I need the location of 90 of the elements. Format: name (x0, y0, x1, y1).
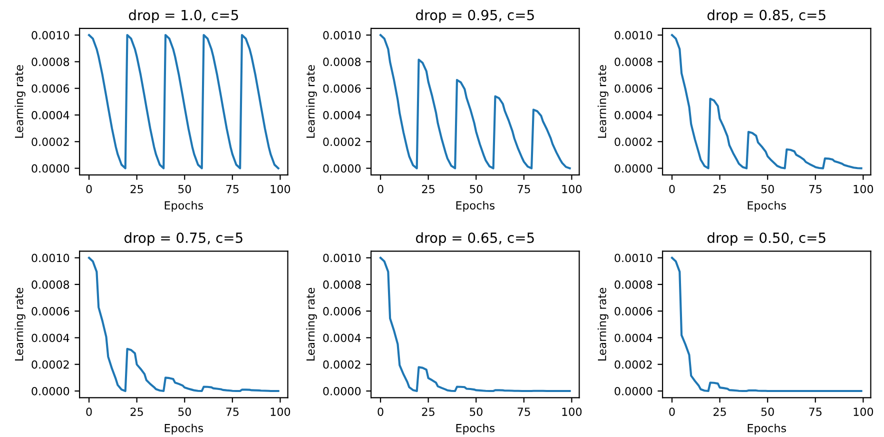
y-tick-label: 0.0000 (32, 386, 70, 396)
y-axis-title: Learning rate (14, 288, 26, 360)
y-tick-label: 0.0008 (323, 58, 361, 66)
x-tick-label: 50 (178, 408, 191, 416)
y-axis-title: Learning rate (306, 65, 317, 138)
x-tick-label: 25 (422, 408, 434, 416)
line-series (88, 256, 280, 392)
y-tick-label: 0.0006 (32, 307, 70, 316)
line-series (379, 34, 571, 170)
x-tick-label: 100 (854, 184, 874, 194)
x-tick-label: 0 (669, 408, 675, 416)
y-tick-label: 0.0006 (323, 84, 361, 93)
y-tick-label: 0.0008 (32, 280, 70, 289)
y-tick-label: 0.0002 (323, 360, 360, 369)
x-tick-label: 25 (714, 184, 726, 194)
y-tick-label: 0.0006 (614, 84, 652, 93)
x-tick-label: 50 (761, 184, 774, 194)
chart-title: drop = 0.75, c=5 (124, 232, 242, 246)
chart-title: drop = 1.0, c=5 (128, 10, 238, 23)
x-tick-label: 25 (130, 408, 143, 416)
y-tick-label: 0.0010 (614, 31, 652, 40)
line-series (670, 256, 862, 392)
y-tick-label: 0.0002 (32, 138, 69, 146)
y-tick-label: 0.0000 (614, 386, 652, 396)
y-axis-title: Learning rate (14, 65, 26, 138)
x-tick-label: 50 (470, 408, 482, 416)
y-tick-label: 0.0004 (323, 334, 361, 342)
x-tick-label: 100 (270, 184, 290, 194)
y-tick-label: 0.0010 (32, 254, 70, 262)
y-tick-label: 0.0002 (323, 138, 360, 146)
line-series (670, 34, 862, 170)
y-tick-label: 0.0008 (323, 280, 361, 289)
chart-title: drop = 0.85, c=5 (707, 10, 826, 23)
x-tick-label: 75 (226, 185, 239, 194)
x-tick-label: 0 (86, 408, 92, 416)
y-tick-label: 0.0004 (614, 110, 652, 120)
x-tick-label: 25 (422, 184, 434, 194)
x-tick-label: 0 (378, 408, 384, 416)
x-tick-label: 75 (809, 408, 822, 416)
y-tick-label: 0.0004 (32, 334, 70, 342)
y-tick-label: 0.0000 (323, 386, 361, 396)
x-axis-title: Epochs (164, 424, 204, 434)
y-tick-label: 0.0008 (32, 58, 70, 66)
x-axis-title: Epochs (748, 200, 786, 212)
x-tick-label: 0 (86, 184, 92, 194)
x-tick-label: 25 (714, 408, 726, 416)
x-tick-label: 75 (226, 408, 239, 416)
chart-title: drop = 0.95, c=5 (416, 10, 534, 23)
y-axis-title: Learning rate (598, 65, 608, 138)
chart-title: drop = 0.65, c=5 (416, 232, 534, 246)
y-tick-label: 0.0000 (32, 164, 70, 173)
x-tick-label: 100 (562, 184, 582, 194)
x-tick-label: 50 (761, 408, 774, 416)
x-tick-label: 100 (562, 408, 582, 416)
y-tick-label: 0.0000 (614, 164, 652, 173)
y-tick-label: 0.0000 (323, 164, 361, 173)
y-tick-label: 0.0004 (614, 334, 652, 342)
y-tick-label: 0.0002 (614, 138, 652, 146)
x-tick-label: 75 (518, 408, 530, 416)
y-tick-label: 0.0010 (614, 254, 652, 262)
x-axis-title: Epochs (164, 200, 204, 212)
line-series (88, 34, 280, 170)
line-series (379, 256, 571, 392)
x-tick-label: 25 (130, 184, 143, 194)
y-tick-label: 0.0010 (32, 31, 70, 40)
x-axis-title: Epochs (748, 424, 786, 434)
y-axis-title: Learning rate (598, 288, 608, 360)
x-tick-label: 75 (518, 185, 530, 194)
y-tick-label: 0.0008 (614, 58, 652, 66)
y-tick-label: 0.0010 (323, 254, 361, 262)
x-axis-title: Epochs (456, 424, 495, 434)
y-tick-label: 0.0002 (614, 360, 652, 369)
x-tick-label: 0 (378, 184, 384, 194)
y-tick-label: 0.0008 (614, 280, 652, 289)
y-tick-label: 0.0006 (32, 84, 70, 93)
y-tick-label: 0.0002 (32, 360, 69, 369)
y-tick-label: 0.0010 (323, 31, 361, 40)
x-axis-title: Epochs (456, 200, 495, 212)
y-axis-title: Learning rate (306, 288, 317, 360)
y-tick-label: 0.0006 (614, 307, 652, 316)
x-tick-label: 0 (669, 184, 675, 194)
x-tick-label: 50 (178, 184, 191, 194)
x-tick-label: 100 (854, 408, 874, 416)
y-tick-label: 0.0004 (32, 110, 70, 120)
chart-title: drop = 0.50, c=5 (707, 232, 826, 246)
y-tick-label: 0.0004 (323, 110, 361, 120)
y-tick-label: 0.0006 (323, 307, 361, 316)
x-tick-label: 100 (270, 408, 290, 416)
x-tick-label: 50 (470, 184, 482, 194)
x-tick-label: 75 (809, 185, 822, 194)
